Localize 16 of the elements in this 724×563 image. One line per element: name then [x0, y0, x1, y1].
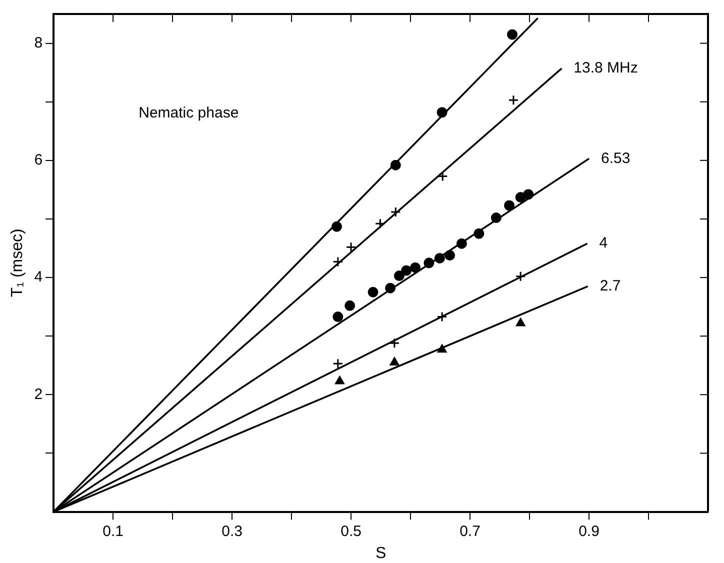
series-label: 13.8 MHz — [574, 60, 638, 77]
annotation: Nematic phase — [138, 104, 239, 122]
y-axis-title: T₁ (msec) — [9, 228, 26, 298]
x-axis-title: S — [375, 544, 386, 562]
x-tick-label: 0.9 — [578, 522, 600, 540]
y-tick-label: 2 — [34, 386, 43, 403]
y-tick-label: 4 — [34, 268, 43, 286]
y-tick-label: 8 — [34, 34, 43, 52]
series-label: 4 — [599, 234, 608, 252]
y-tick-label: 6 — [34, 152, 43, 169]
x-tick-label: 0.7 — [460, 522, 480, 540]
series-label: 6.53 — [601, 150, 630, 167]
x-tick-label: 0.3 — [222, 522, 242, 540]
x-tick-label: 0.1 — [102, 522, 124, 540]
x-tick-label: 0.5 — [340, 522, 362, 540]
series-label: 2.7 — [600, 277, 621, 294]
